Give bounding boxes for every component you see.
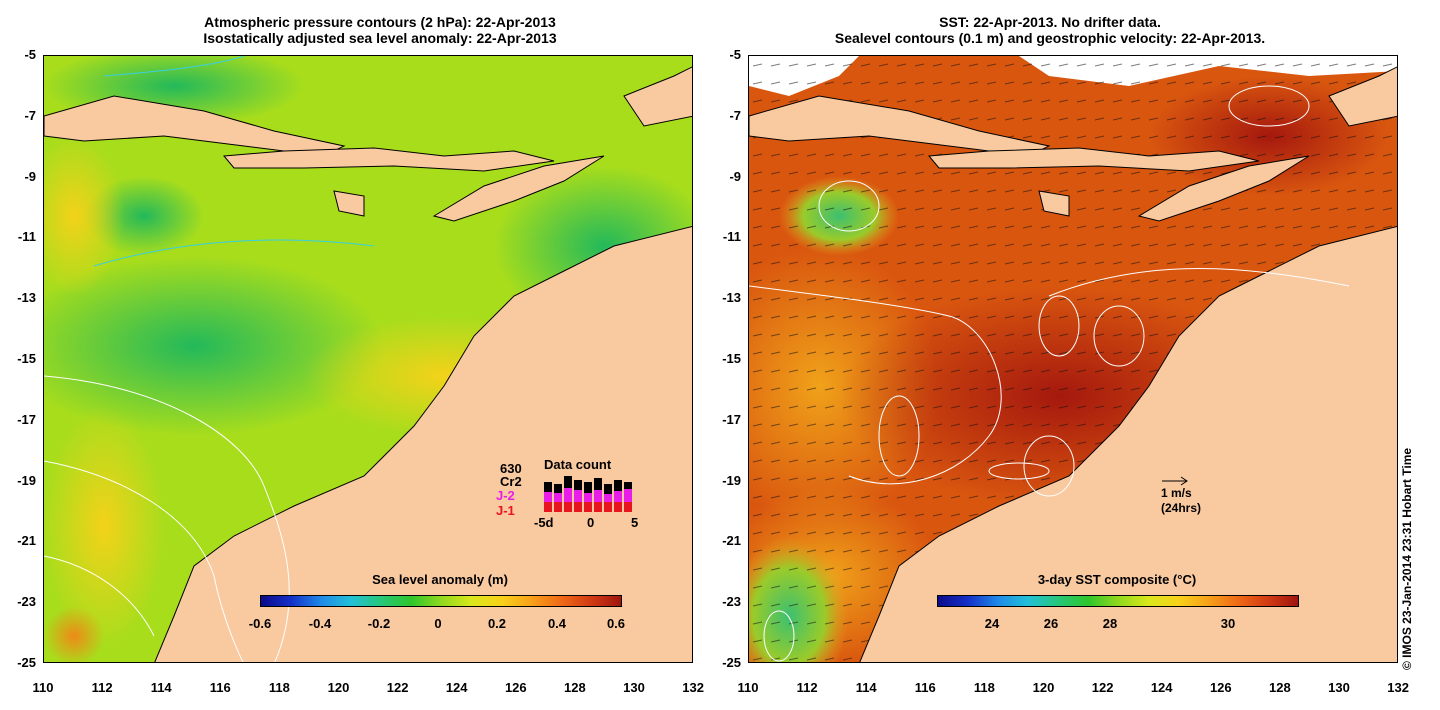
sea-level-tick: -0.6 (248, 616, 272, 631)
x-tick-label: 132 (682, 680, 704, 695)
data-count-j2-label: J-2 (496, 488, 515, 503)
x-tick-label: 122 (1091, 680, 1114, 695)
data-count-histogram (544, 476, 632, 512)
sst-colorbar (937, 595, 1299, 607)
sst-map: 1 m/s (24hrs) (748, 55, 1398, 663)
y-tick-label: -5 (24, 47, 36, 62)
histogram-bars (544, 476, 632, 512)
sst-tick: 26 (1043, 616, 1059, 631)
x-tick-label: 128 (564, 680, 586, 695)
y-tick-label: -21 (722, 533, 741, 549)
sst-tick: 28 (1102, 616, 1118, 631)
y-tick-label: -7 (729, 107, 741, 123)
sst-graphic (749, 56, 1397, 662)
australia-land (154, 225, 692, 662)
y-tick-label: -11 (722, 229, 741, 245)
sst-tick: 30 (1220, 616, 1236, 631)
positive-anomaly-region (44, 136, 124, 296)
velocity-scale-label: 1 m/s (24hrs) (1161, 486, 1201, 516)
sea-level-colorbar-title: Sea level anomaly (m) (372, 572, 508, 587)
left-panel-title: Atmospheric pressure contours (2 hPa): 2… (110, 14, 650, 46)
sst-australia-land (859, 225, 1397, 662)
y-tick-label: -23 (17, 594, 36, 610)
x-tick-label: 114 (855, 680, 877, 695)
y-tick-label: -25 (17, 655, 36, 670)
y-tick-label: -13 (17, 290, 36, 306)
velocity-scale-arrow (1162, 476, 1188, 486)
x-tick-label: 116 (914, 680, 936, 695)
data-count-tick-mid: 0 (587, 515, 595, 530)
data-count-cr2-label: Cr2 (500, 474, 522, 489)
sea-level-tick: 0.6 (606, 616, 626, 631)
x-tick-label: 124 (1150, 680, 1173, 695)
sst-tick: 24 (984, 616, 1000, 631)
right-title-line1: SST: 22-Apr-2013. No drifter data. (939, 14, 1161, 30)
y-tick-label: -17 (17, 411, 36, 427)
right-panel-title: SST: 22-Apr-2013. No drifter data. Seale… (780, 14, 1320, 46)
sea-level-colorbar (260, 595, 622, 607)
x-tick-label: 116 (209, 680, 231, 695)
sea-level-anomaly-map: 630 Cr2 J-2 J-1 Data count -5d 0 5 (43, 55, 693, 663)
credit-text: © IMOS 23-Jan-2014 23:31 Hobart Time (1400, 447, 1414, 670)
y-tick-label: -9 (24, 168, 36, 184)
y-tick-label: -21 (17, 533, 36, 549)
timor-land (432, 155, 605, 222)
x-tick-label: 126 (504, 680, 527, 695)
y-tick-label: -9 (729, 168, 741, 184)
sea-level-tick: -0.2 (367, 616, 391, 631)
y-tick-label: -19 (722, 472, 741, 488)
left-title-line2: Isostatically adjusted sea level anomaly… (203, 30, 557, 46)
sumba-land (333, 190, 365, 217)
y-tick-label: -17 (722, 411, 741, 427)
y-tick-label: -15 (722, 351, 741, 366)
velocity-scale-line1: 1 m/s (1161, 486, 1192, 500)
x-tick-label: 114 (150, 680, 172, 695)
sea-level-anomaly-graphic (44, 56, 692, 662)
x-tick-label: 110 (32, 680, 54, 695)
y-tick-label: -7 (24, 107, 36, 123)
x-tick-label: 122 (386, 680, 409, 695)
x-tick-label: 132 (1387, 680, 1409, 695)
x-tick-label: 118 (268, 680, 290, 695)
x-tick-label: 110 (737, 680, 759, 695)
data-count-tick-right: 5 (631, 515, 639, 530)
sea-level-tick: 0.4 (547, 616, 567, 631)
x-tick-label: 120 (327, 680, 350, 695)
y-tick-label: -5 (729, 47, 741, 62)
sea-level-tick: 0 (434, 616, 442, 631)
x-tick-label: 112 (796, 680, 818, 695)
lesser-sunda-land (223, 147, 555, 172)
y-tick-label: -13 (722, 290, 741, 306)
data-count-630-label: 630 (500, 461, 522, 476)
x-tick-label: 120 (1032, 680, 1055, 695)
y-tick-label: -19 (17, 472, 36, 488)
data-count-tick-left: -5d (534, 515, 554, 530)
y-tick-label: -25 (722, 655, 741, 670)
data-count-j1-label: J-1 (496, 503, 515, 518)
right-title-line2: Sealevel contours (0.1 m) and geostrophi… (834, 30, 1266, 46)
sea-level-tick: -0.4 (308, 616, 332, 631)
left-title-line1: Atmospheric pressure contours (2 hPa): 2… (204, 14, 556, 30)
x-tick-label: 112 (91, 680, 113, 695)
x-tick-label: 130 (1328, 680, 1350, 695)
data-count-title: Data count (544, 457, 612, 472)
y-tick-label: -23 (722, 594, 741, 610)
x-tick-label: 118 (973, 680, 995, 695)
y-tick-label: -15 (17, 351, 36, 366)
sea-level-tick: 0.2 (487, 616, 507, 631)
y-tick-label: -11 (17, 229, 36, 245)
sst-colorbar-title: 3-day SST composite (°C) (1037, 572, 1197, 587)
x-tick-label: 126 (1209, 680, 1232, 695)
x-tick-label: 124 (445, 680, 468, 695)
velocity-scale-line2: (24hrs) (1161, 501, 1202, 515)
x-tick-label: 130 (623, 680, 645, 695)
x-tick-label: 128 (1269, 680, 1291, 695)
